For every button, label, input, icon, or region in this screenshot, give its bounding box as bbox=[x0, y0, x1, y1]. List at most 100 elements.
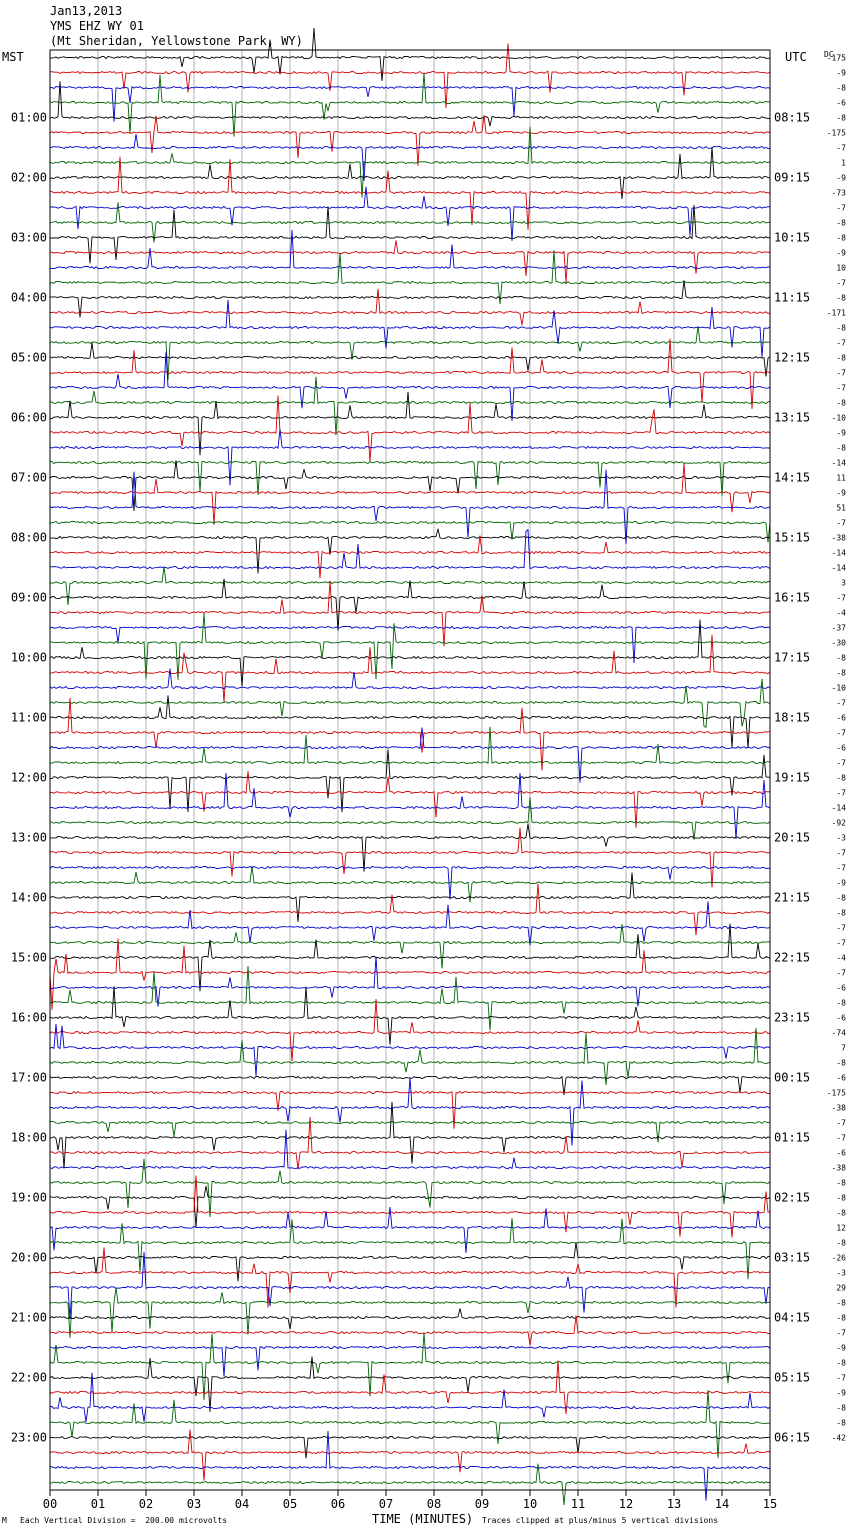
dc-offset-label: -7 bbox=[836, 789, 846, 798]
seismic-trace bbox=[49, 1430, 771, 1501]
right-hour-labels: 08:15 09:15 10:15 11:15 12:15 13:15 14:15 15:15… bbox=[774, 111, 810, 1445]
seismic-trace bbox=[49, 528, 771, 574]
seismic-trace bbox=[49, 126, 771, 198]
dc-offset-label: -4 bbox=[836, 609, 846, 618]
seismic-trace bbox=[49, 923, 771, 969]
dc-offset-label: -6 bbox=[836, 1074, 846, 1083]
x-tick-label: 05 bbox=[283, 1497, 297, 1511]
utc-hour-label: 02:15 bbox=[774, 1191, 810, 1205]
mst-hour-label: 09:00 bbox=[11, 591, 47, 605]
dc-offset-label: -7 bbox=[836, 939, 846, 948]
x-tick-label: 13 bbox=[667, 1497, 681, 1511]
dc-offset-labels: -175-9-8-6-8-175-71-9-73-7-8-8-910-7-8-1… bbox=[827, 54, 846, 1443]
dc-offset-label: -7 bbox=[836, 204, 846, 213]
x-tick-label: 12 bbox=[619, 1497, 633, 1511]
utc-hour-label: 12:15 bbox=[774, 351, 810, 365]
seismic-trace bbox=[49, 697, 771, 771]
dc-offset-label: -14 bbox=[832, 549, 847, 558]
dc-offset-label: -8 bbox=[836, 294, 846, 303]
seismic-trace bbox=[49, 749, 770, 813]
seismic-trace bbox=[49, 1158, 771, 1217]
x-tick-label: 03 bbox=[187, 1497, 201, 1511]
dc-offset-label: -8 bbox=[836, 1404, 846, 1413]
mst-hour-label: 07:00 bbox=[11, 471, 47, 485]
utc-hour-label: 03:15 bbox=[774, 1251, 810, 1265]
seismic-traces bbox=[49, 27, 771, 1505]
dc-offset-label: -175 bbox=[827, 54, 846, 63]
dc-offset-label: -6 bbox=[836, 1149, 846, 1158]
dc-offset-label: -6 bbox=[836, 984, 846, 993]
utc-hour-label: 14:15 bbox=[774, 471, 810, 485]
seismic-trace bbox=[49, 1023, 771, 1076]
seismic-trace bbox=[49, 460, 771, 512]
seismic-trace bbox=[49, 1120, 771, 1143]
seismic-trace bbox=[50, 156, 771, 230]
dc-offset-label: 29 bbox=[836, 1284, 846, 1293]
seismic-trace bbox=[50, 772, 771, 839]
seismic-trace bbox=[49, 240, 771, 283]
dc-offset-label: -38 bbox=[832, 534, 847, 543]
dc-offset-label: 7 bbox=[841, 1044, 846, 1053]
seismic-trace bbox=[49, 1372, 771, 1423]
dc-offset-label: -8 bbox=[836, 234, 846, 243]
seismic-trace bbox=[49, 956, 771, 1007]
dc-offset-label: -6 bbox=[836, 744, 846, 753]
dc-offset-label: -8 bbox=[836, 399, 846, 408]
dc-offset-label: -7 bbox=[836, 849, 846, 858]
utc-hour-label: 22:15 bbox=[774, 951, 810, 965]
seismic-trace bbox=[49, 280, 771, 318]
seismic-trace bbox=[49, 578, 771, 631]
dc-offset-label: -7 bbox=[836, 279, 846, 288]
seismic-trace bbox=[49, 338, 771, 409]
dc-offset-label: 12 bbox=[836, 1224, 846, 1233]
seismic-trace bbox=[49, 771, 771, 828]
dc-offset-label: -8 bbox=[836, 894, 846, 903]
utc-hour-label: 17:15 bbox=[774, 651, 810, 665]
seismic-trace bbox=[49, 625, 771, 663]
dc-offset-label: -9 bbox=[836, 174, 846, 183]
dc-offset-label: -9 bbox=[836, 429, 846, 438]
header-date: Jan13,2013 bbox=[50, 4, 123, 18]
seismic-trace bbox=[49, 986, 771, 1045]
mst-hour-label: 13:00 bbox=[11, 831, 47, 845]
dc-offset-label: -8 bbox=[836, 1194, 846, 1203]
seismic-trace bbox=[49, 1429, 771, 1481]
x-axis-ticks: 00 01 02 03 04 05 06 07 08 09 10 11 12 13 14 15 bbox=[43, 1490, 777, 1511]
seismic-trace bbox=[49, 115, 771, 166]
mst-hour-label: 10:00 bbox=[11, 651, 47, 665]
seismic-trace bbox=[49, 1027, 771, 1086]
dc-offset-label: -73 bbox=[832, 189, 847, 198]
seismic-trace bbox=[49, 1175, 770, 1238]
corner-mark: M bbox=[2, 1516, 7, 1525]
seismic-trace bbox=[50, 1463, 771, 1505]
dc-offset-label: -8 bbox=[836, 1209, 846, 1218]
dc-offset-label: -8 bbox=[836, 219, 846, 228]
utc-hour-label: 16:15 bbox=[774, 591, 810, 605]
seismic-trace bbox=[49, 352, 771, 421]
seismic-trace bbox=[49, 528, 771, 570]
mst-hour-label: 21:00 bbox=[11, 1311, 47, 1325]
dc-offset-label: -8 bbox=[836, 324, 846, 333]
left-timezone-label: MST bbox=[2, 50, 24, 64]
dc-offset-label: -8 bbox=[836, 1059, 846, 1068]
seismic-trace bbox=[49, 460, 771, 496]
mst-hour-label: 22:00 bbox=[11, 1371, 47, 1385]
dc-offset-label: -8 bbox=[836, 1179, 846, 1188]
dc-offset-label: -7 bbox=[836, 144, 846, 153]
dc-offset-label: -3 bbox=[836, 1269, 846, 1278]
seismic-trace bbox=[49, 204, 771, 264]
dc-offset-label: -14 bbox=[832, 804, 847, 813]
seismic-trace bbox=[49, 695, 771, 749]
dc-offset-label: -38 bbox=[832, 1164, 847, 1173]
mst-hour-label: 01:00 bbox=[11, 111, 47, 125]
dc-offset-label: -37 bbox=[832, 624, 847, 633]
utc-hour-label: 01:15 bbox=[774, 1131, 810, 1145]
dc-offset-label: -30 bbox=[832, 639, 847, 648]
utc-hour-label: 09:15 bbox=[774, 171, 810, 185]
seismic-trace bbox=[49, 923, 771, 992]
dc-offset-label: -175 bbox=[827, 1089, 846, 1098]
seismic-trace bbox=[49, 395, 771, 462]
seismic-trace bbox=[49, 998, 771, 1062]
seismic-trace bbox=[49, 726, 771, 765]
